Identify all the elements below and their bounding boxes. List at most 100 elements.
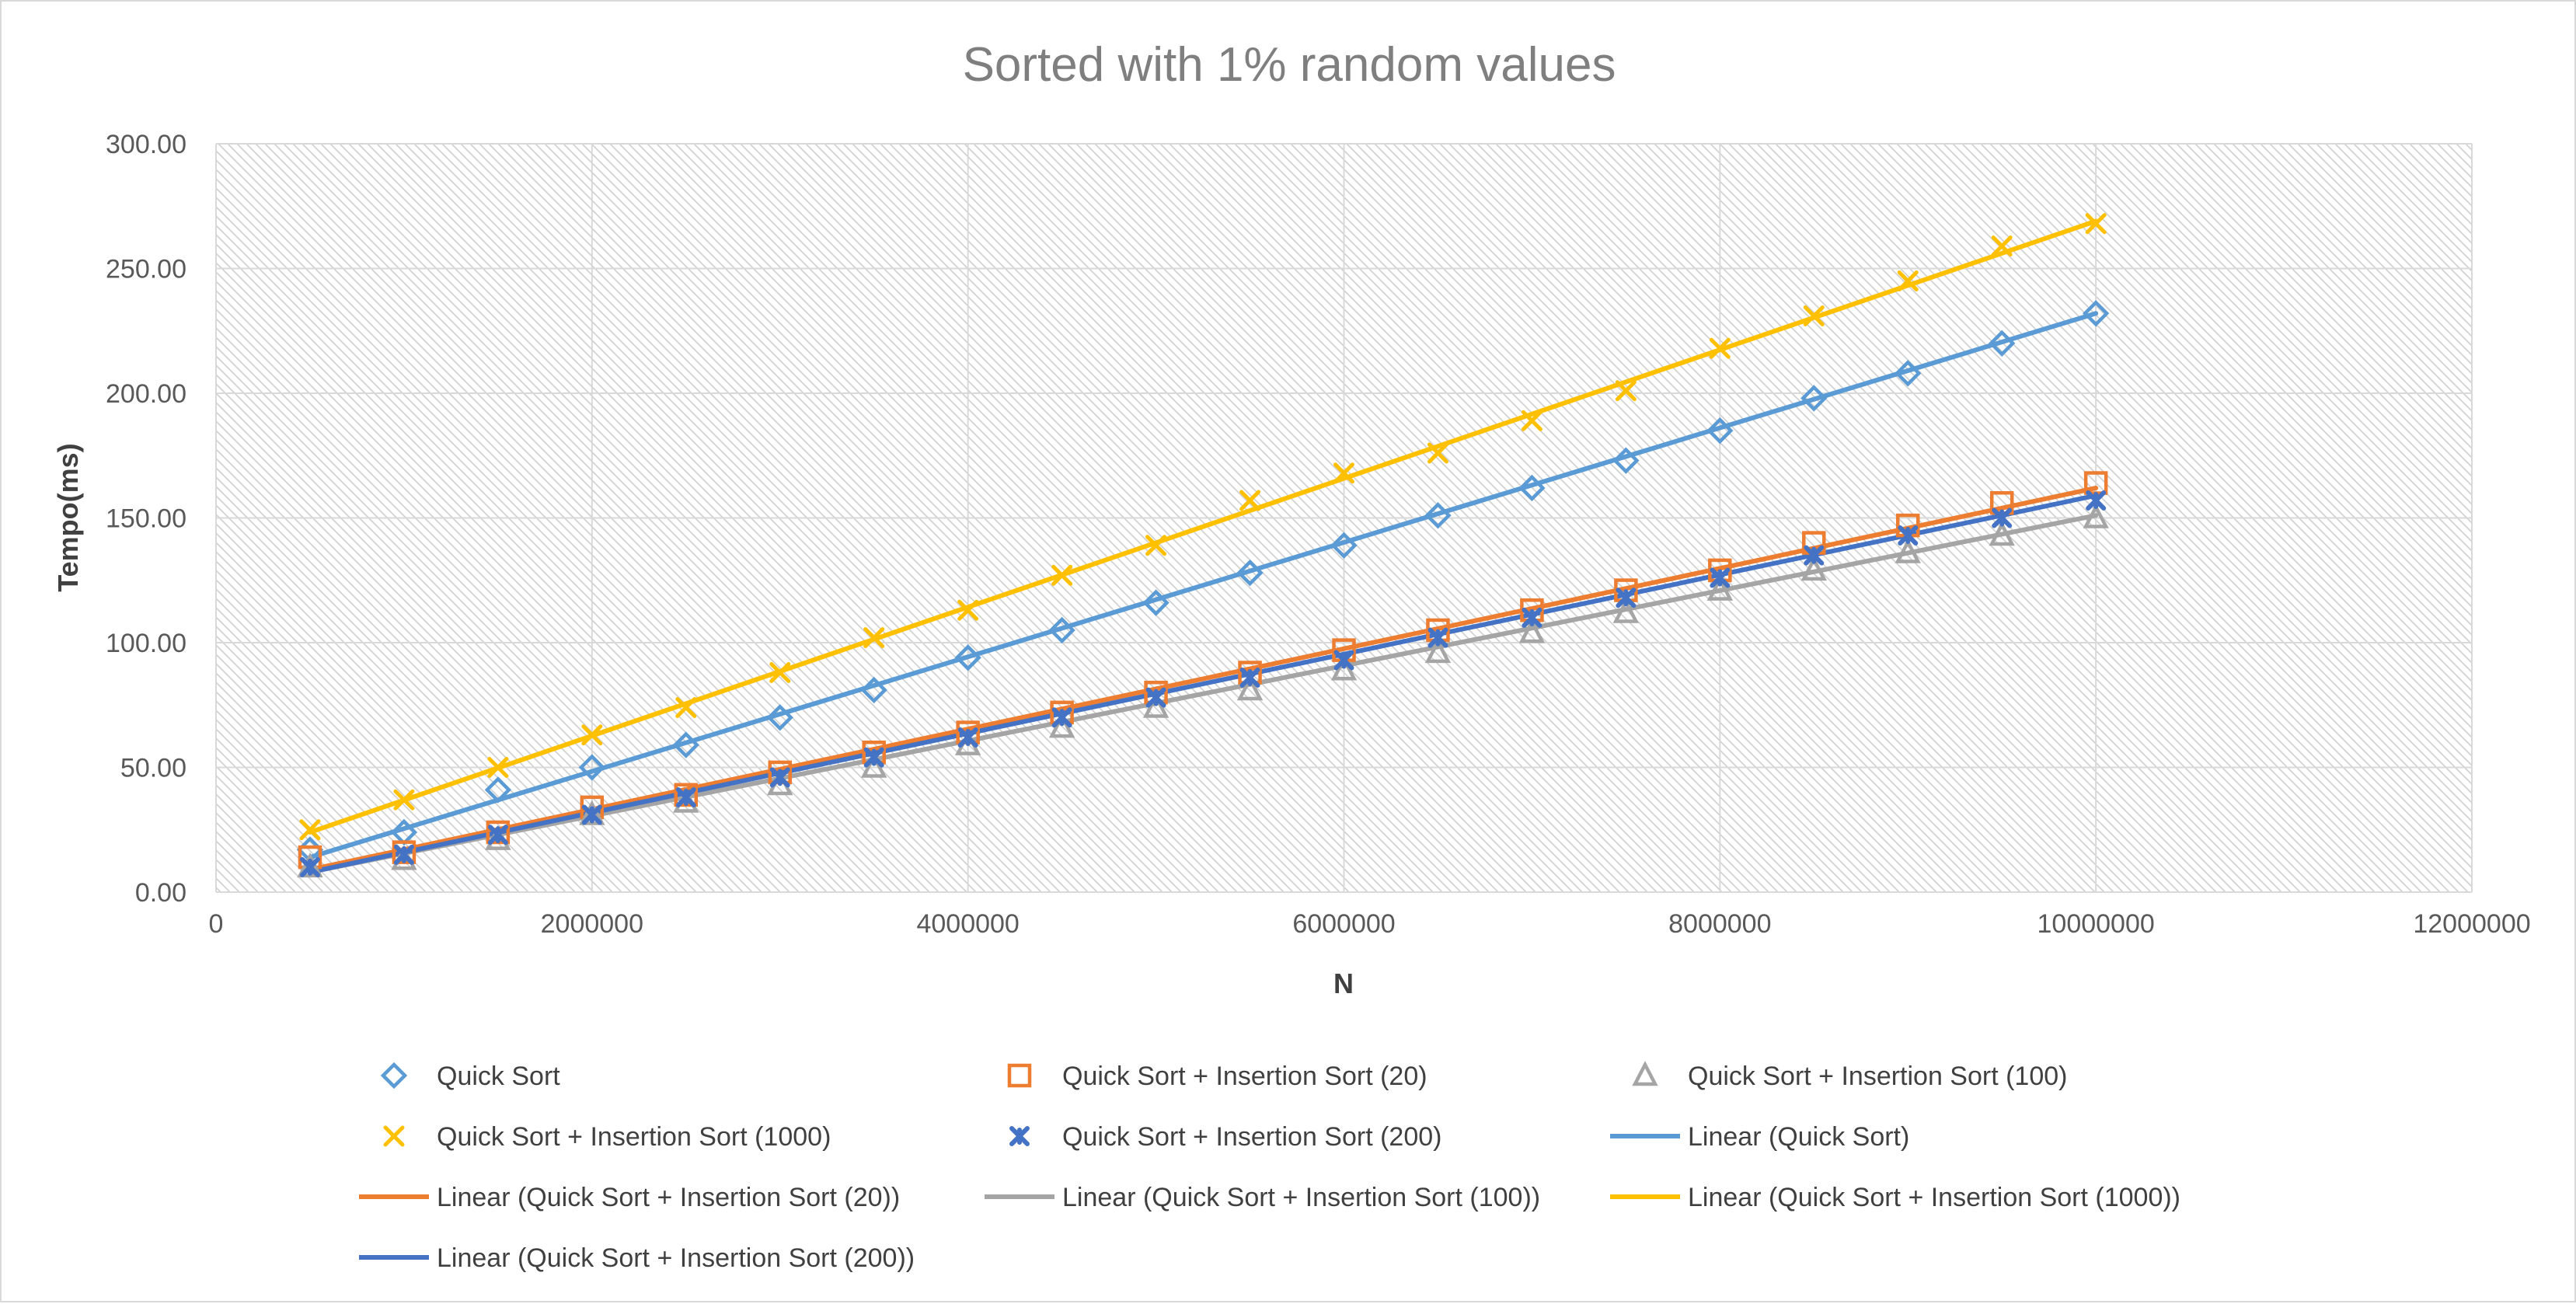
x-axis-title: N	[1333, 968, 1354, 999]
y-tick-label: 50.00	[120, 754, 186, 783]
data-point	[578, 754, 606, 781]
data-markers	[296, 213, 2110, 878]
trendline	[307, 493, 2099, 875]
data-point	[675, 787, 696, 808]
data-point	[1236, 675, 1264, 701]
x-tick-label: 8000000	[1668, 909, 1771, 939]
data-point	[487, 825, 508, 846]
x-tick-label: 0	[209, 909, 224, 939]
data-point	[1521, 410, 1542, 431]
trendline	[307, 218, 2099, 835]
data-point	[1048, 616, 1075, 644]
data-point	[1803, 305, 1825, 326]
y-tick-label: 300.00	[106, 130, 186, 159]
data-point	[1051, 564, 1073, 586]
y-axis-ticks: 0.00 50.00 100.00 150.00 200.00 250.00 300.00	[106, 130, 186, 908]
data-point	[1989, 329, 2016, 357]
data-point	[766, 704, 793, 731]
data-point	[1236, 559, 1264, 587]
data-point	[672, 731, 699, 758]
data-point	[957, 599, 979, 621]
data-point	[1333, 650, 1354, 671]
data-point	[2086, 490, 2107, 511]
data-point	[581, 804, 602, 825]
data-point	[1142, 589, 1169, 616]
trendline	[307, 311, 2099, 860]
trendlines	[307, 218, 2099, 875]
data-point	[1427, 442, 1448, 464]
legend-marker	[383, 1125, 405, 1147]
legend-label: Linear (Quick Sort + Insertion Sort (20)…	[437, 1183, 900, 1212]
data-point	[1710, 567, 1731, 588]
data-point	[1330, 655, 1358, 681]
data-point	[1048, 713, 1075, 738]
data-point	[957, 727, 978, 748]
legend-label: Linear (Quick Sort + Insertion Sort (100…	[1062, 1183, 1540, 1212]
chart-title: Sorted with 1% random values	[963, 38, 1616, 92]
data-point	[487, 757, 509, 778]
data-point	[1239, 667, 1260, 688]
data-point	[1800, 385, 1828, 412]
data-point	[1330, 532, 1358, 559]
data-point	[1333, 462, 1354, 484]
x-tick-label: 6000000	[1292, 909, 1395, 939]
legend-label: Quick Sort + Insertion Sort (20)	[1062, 1062, 1427, 1091]
data-point	[1706, 417, 1734, 445]
data-point	[1424, 637, 1452, 664]
data-point	[1424, 502, 1452, 529]
data-point	[1239, 490, 1261, 511]
legend-marker	[1007, 1063, 1032, 1088]
data-point	[1145, 687, 1166, 708]
legend-marker	[1632, 1061, 1658, 1086]
data-point	[1522, 607, 1542, 628]
data-point	[1895, 360, 1922, 387]
data-point	[1612, 447, 1640, 474]
trendline	[307, 513, 2099, 875]
y-tick-label: 200.00	[106, 379, 186, 409]
data-point	[1992, 507, 2013, 528]
gridlines	[215, 143, 2473, 893]
data-point	[769, 662, 791, 684]
data-point	[581, 724, 603, 746]
data-point	[1989, 521, 2015, 546]
x-tick-label: 4000000	[916, 909, 1019, 939]
legend-label: Quick Sort + Insertion Sort (100)	[1688, 1062, 2067, 1091]
data-point	[1897, 270, 1919, 292]
data-point	[861, 752, 887, 778]
data-point	[769, 767, 790, 788]
y-tick-label: 250.00	[106, 255, 186, 284]
legend-label: Quick Sort	[437, 1062, 560, 1091]
legend-label: Linear (Quick Sort + Insertion Sort (100…	[1688, 1183, 2180, 1212]
data-point	[1051, 707, 1072, 728]
data-point	[1518, 474, 1546, 502]
data-point	[863, 627, 885, 649]
data-point	[1612, 598, 1640, 623]
data-point	[1804, 545, 1825, 566]
data-point	[1142, 692, 1169, 718]
data-point	[1706, 575, 1734, 601]
data-point	[393, 844, 414, 865]
legend-label: Quick Sort + Insertion Sort (200)	[1062, 1122, 1441, 1152]
legend: Quick Sort Quick Sort + Insertion Sort (2…	[359, 1061, 2180, 1273]
data-point	[2083, 503, 2109, 528]
data-point	[1615, 380, 1637, 402]
trendline	[307, 485, 2099, 873]
x-tick-label: 2000000	[541, 909, 643, 939]
y-axis-title: Tempo(ms)	[52, 443, 84, 591]
data-point	[299, 856, 320, 877]
x-tick-label: 12000000	[2413, 909, 2530, 939]
data-point	[1991, 235, 2013, 257]
data-point	[299, 819, 321, 841]
data-point	[1895, 538, 1921, 563]
legend-marker	[380, 1062, 408, 1090]
data-point	[675, 696, 697, 718]
data-point	[954, 644, 981, 671]
legend-label: Quick Sort + Insertion Sort (1000)	[437, 1122, 831, 1152]
data-point	[1709, 337, 1731, 359]
data-point	[1898, 525, 1919, 546]
legend-marker	[1009, 1126, 1030, 1146]
data-point	[2082, 300, 2110, 327]
data-point	[1518, 618, 1546, 643]
data-point	[863, 747, 884, 768]
